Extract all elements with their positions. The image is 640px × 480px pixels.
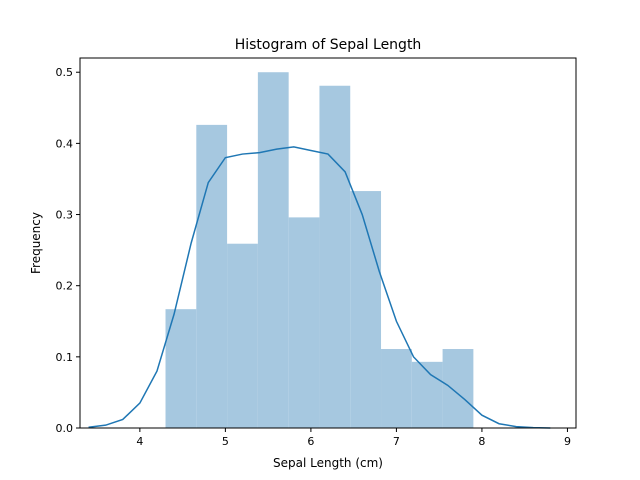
x-tick-label: 8 <box>478 435 485 448</box>
y-axis-ticks: 0.0 0.1 0.2 0.3 0.4 0.5 <box>56 66 80 435</box>
histogram-bar-8 <box>381 349 412 428</box>
y-tick-label: 0.2 <box>56 280 74 293</box>
y-axis-label: Frequency <box>29 212 43 274</box>
plot-frame <box>79 57 577 429</box>
y-tick-label: 0.4 <box>56 137 74 150</box>
kde-curve <box>88 146 551 429</box>
y-tick-label: 0.3 <box>56 209 74 222</box>
histogram-bar-1 <box>165 309 197 428</box>
histogram-bar-3 <box>227 243 258 428</box>
y-tick-label: 0.1 <box>56 351 74 364</box>
x-tick-label: 9 <box>564 435 571 448</box>
histogram-bar-6 <box>319 85 351 428</box>
chart-title: Histogram of Sepal Length <box>235 37 422 53</box>
histogram-bar-7 <box>350 191 382 428</box>
x-tick-label: 5 <box>222 435 229 448</box>
histogram-bar-4 <box>257 72 289 428</box>
histogram-bar-2 <box>196 124 228 428</box>
histogram-bar-10 <box>442 349 474 428</box>
x-axis-ticks: 4 5 6 7 8 9 <box>136 428 571 448</box>
histogram-bars <box>165 72 474 428</box>
x-tick-label: 7 <box>393 435 400 448</box>
y-tick-label: 0.5 <box>56 66 74 79</box>
y-tick-label: 0.0 <box>56 422 74 435</box>
x-tick-label: 6 <box>307 435 314 448</box>
x-tick-label: 4 <box>136 435 143 448</box>
x-axis-label: Sepal Length (cm) <box>273 456 383 470</box>
histogram-bar-5 <box>288 217 320 428</box>
histogram-bar-9 <box>411 361 443 428</box>
